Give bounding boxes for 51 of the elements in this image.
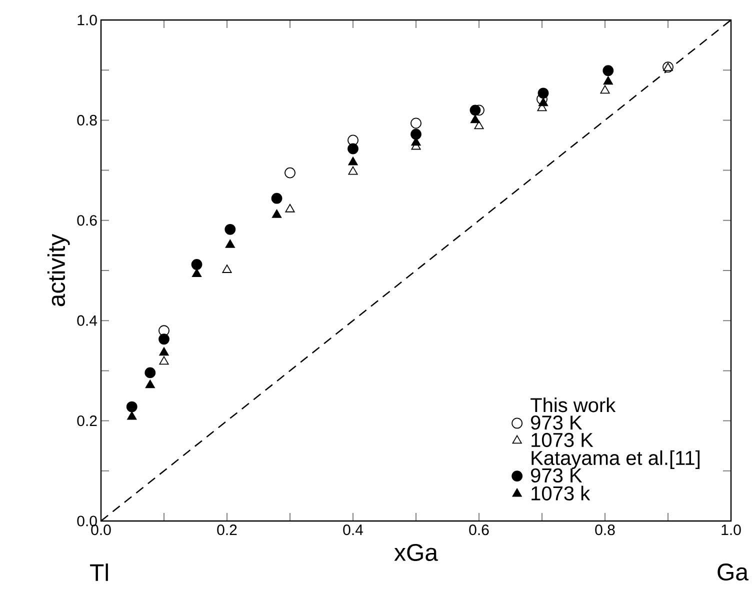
point [272, 209, 282, 218]
point [474, 120, 484, 130]
legend-label: 973 K [531, 415, 582, 430]
legend-label: 1073 k [532, 486, 590, 500]
y-tick-label: 0.2 [77, 415, 97, 426]
x-tick-label: 0.8 [595, 524, 615, 536]
x-tick-label: 0.4 [343, 524, 363, 536]
point [410, 118, 422, 129]
x-tick-label: 1.0 [722, 524, 741, 536]
annotation: Katayama et al.[11] [532, 450, 700, 470]
y-tick-label: 0.0 [77, 516, 97, 526]
point [410, 128, 422, 140]
point [271, 192, 282, 204]
y-tick-label: 0.8 [77, 114, 97, 126]
point [285, 204, 295, 212]
point [191, 259, 202, 270]
point [159, 356, 169, 365]
point [348, 166, 358, 175]
point [158, 334, 170, 345]
point [144, 367, 156, 378]
point [348, 156, 358, 166]
point [284, 167, 296, 178]
point [602, 65, 614, 76]
y-tick-label: 0.4 [77, 315, 98, 326]
text: Ga [718, 564, 748, 581]
y-tick-label: 1.0 [78, 14, 97, 26]
x-tick-label: 0.2 [217, 524, 237, 536]
x-tick-label: 0.0 [91, 524, 111, 536]
point [192, 268, 202, 277]
point [348, 143, 358, 154]
point [126, 401, 138, 412]
point [225, 239, 235, 248]
point [538, 98, 548, 106]
point [159, 347, 169, 356]
legend-label: 973 K [531, 468, 582, 483]
text: Tl [90, 564, 108, 581]
x-tick-label: 0.6 [469, 524, 489, 536]
y-tick-label: 0.6 [77, 215, 97, 226]
point [470, 114, 480, 124]
point [538, 88, 549, 99]
point [470, 104, 481, 116]
point [145, 380, 155, 388]
annotation: This work [530, 398, 616, 412]
x-axis-title: xGa [394, 544, 438, 561]
y-axis-title: activity [47, 234, 70, 306]
point [222, 264, 232, 273]
point [603, 76, 613, 85]
point [127, 411, 137, 420]
point [600, 85, 610, 94]
point [224, 224, 236, 235]
legend-label: 1073 K [532, 432, 594, 448]
